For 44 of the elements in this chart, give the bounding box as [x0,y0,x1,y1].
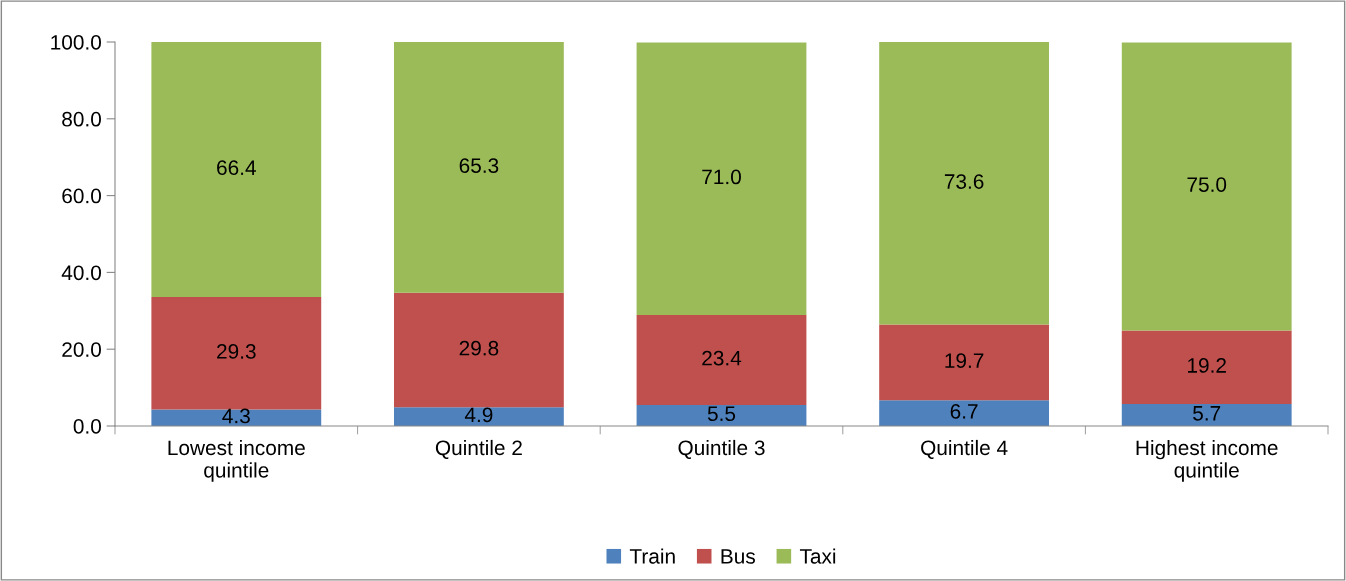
y-tick-label: 80.0 [62,111,101,127]
data-label: 23.4 [702,350,742,366]
x-tick-label: Lowest income quintile [168,439,305,482]
bar [151,409,322,426]
y-tick-label: 20.0 [62,342,101,357]
x-tick-label: Quintile 3 [678,439,765,459]
y-tick-label: 100.0 [51,35,101,50]
bar [879,324,1050,401]
data-label: 5.7 [1193,406,1221,421]
bar [636,42,807,316]
bar [879,42,1050,325]
data-label: 29.3 [217,344,256,359]
legend-label: Bus [721,549,755,564]
y-tick-label: 60.0 [62,188,101,204]
x-tick-label: Quintile 2 [435,439,522,459]
bar [393,292,564,408]
data-label: 5.5 [707,406,736,422]
data-label: 71.0 [702,169,741,185]
bar [879,400,1050,426]
data-label: 19.2 [1188,358,1226,373]
data-label: 4.3 [222,408,250,424]
bar [151,296,322,410]
y-tick-label: 0.0 [73,419,101,434]
data-label: 66.4 [217,160,256,176]
data-label: 29.8 [459,340,499,356]
data-label: 19.7 [945,353,984,369]
bar [1121,42,1292,331]
x-tick-label: Quintile 4 [921,439,1008,459]
bar [1121,330,1292,405]
x-tick-label: Highest income quintile [1136,439,1278,482]
bar [393,407,564,426]
data-label: 6.7 [950,403,978,419]
legend-label: Taxi [799,548,836,564]
bar [636,404,807,426]
bar [636,315,807,405]
legend-label: Train [629,548,675,564]
data-label: 65.3 [459,158,499,173]
bar [393,42,564,293]
y-tick-label: 40.0 [61,265,101,281]
bar [1121,404,1292,426]
bar [151,42,322,297]
data-label: 73.6 [944,174,984,189]
data-label: 4.9 [464,407,493,423]
data-label: 75.0 [1187,177,1227,192]
